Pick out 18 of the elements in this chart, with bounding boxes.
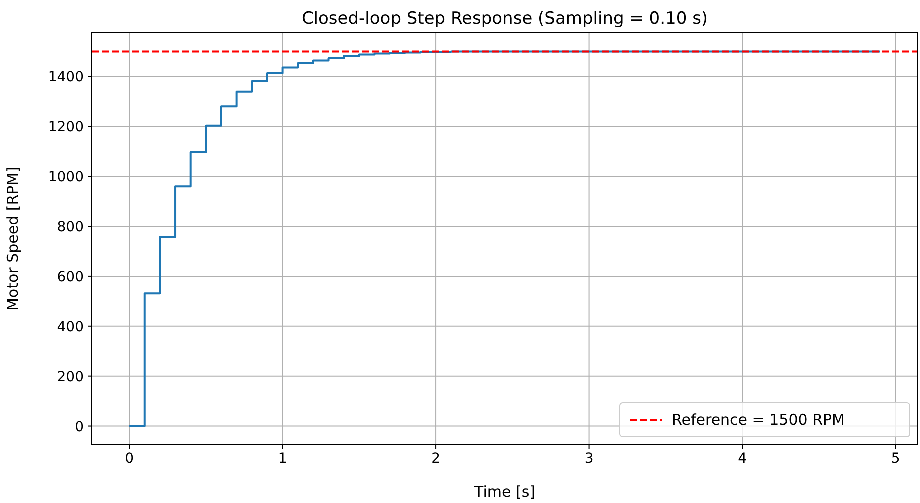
y-tick-label: 1200 bbox=[48, 120, 84, 136]
x-tick-label: 3 bbox=[584, 451, 594, 467]
x-tick-label: 4 bbox=[738, 451, 748, 467]
y-tick-label: 600 bbox=[57, 269, 84, 286]
y-tick-label: 0 bbox=[75, 419, 84, 436]
x-tick-label: 2 bbox=[432, 451, 440, 467]
y-tick-label: 800 bbox=[57, 220, 84, 236]
x-tick-label: 0 bbox=[125, 451, 134, 467]
y-tick-label: 1400 bbox=[48, 70, 84, 86]
x-tick-label: 5 bbox=[891, 451, 900, 467]
x-axis-title: Time [s] bbox=[474, 483, 536, 501]
y-tick-label: 400 bbox=[57, 319, 84, 336]
y-tick-label: 200 bbox=[57, 369, 84, 386]
y-tick-label: 1000 bbox=[48, 170, 84, 186]
y-axis-title: Motor Speed [RPM] bbox=[4, 166, 22, 312]
legend-label: Reference = 1500 RPM bbox=[672, 411, 845, 429]
chart-title: Closed-loop Step Response (Sampling = 0.10 s) bbox=[302, 9, 708, 29]
x-tick-label: 1 bbox=[278, 451, 288, 467]
